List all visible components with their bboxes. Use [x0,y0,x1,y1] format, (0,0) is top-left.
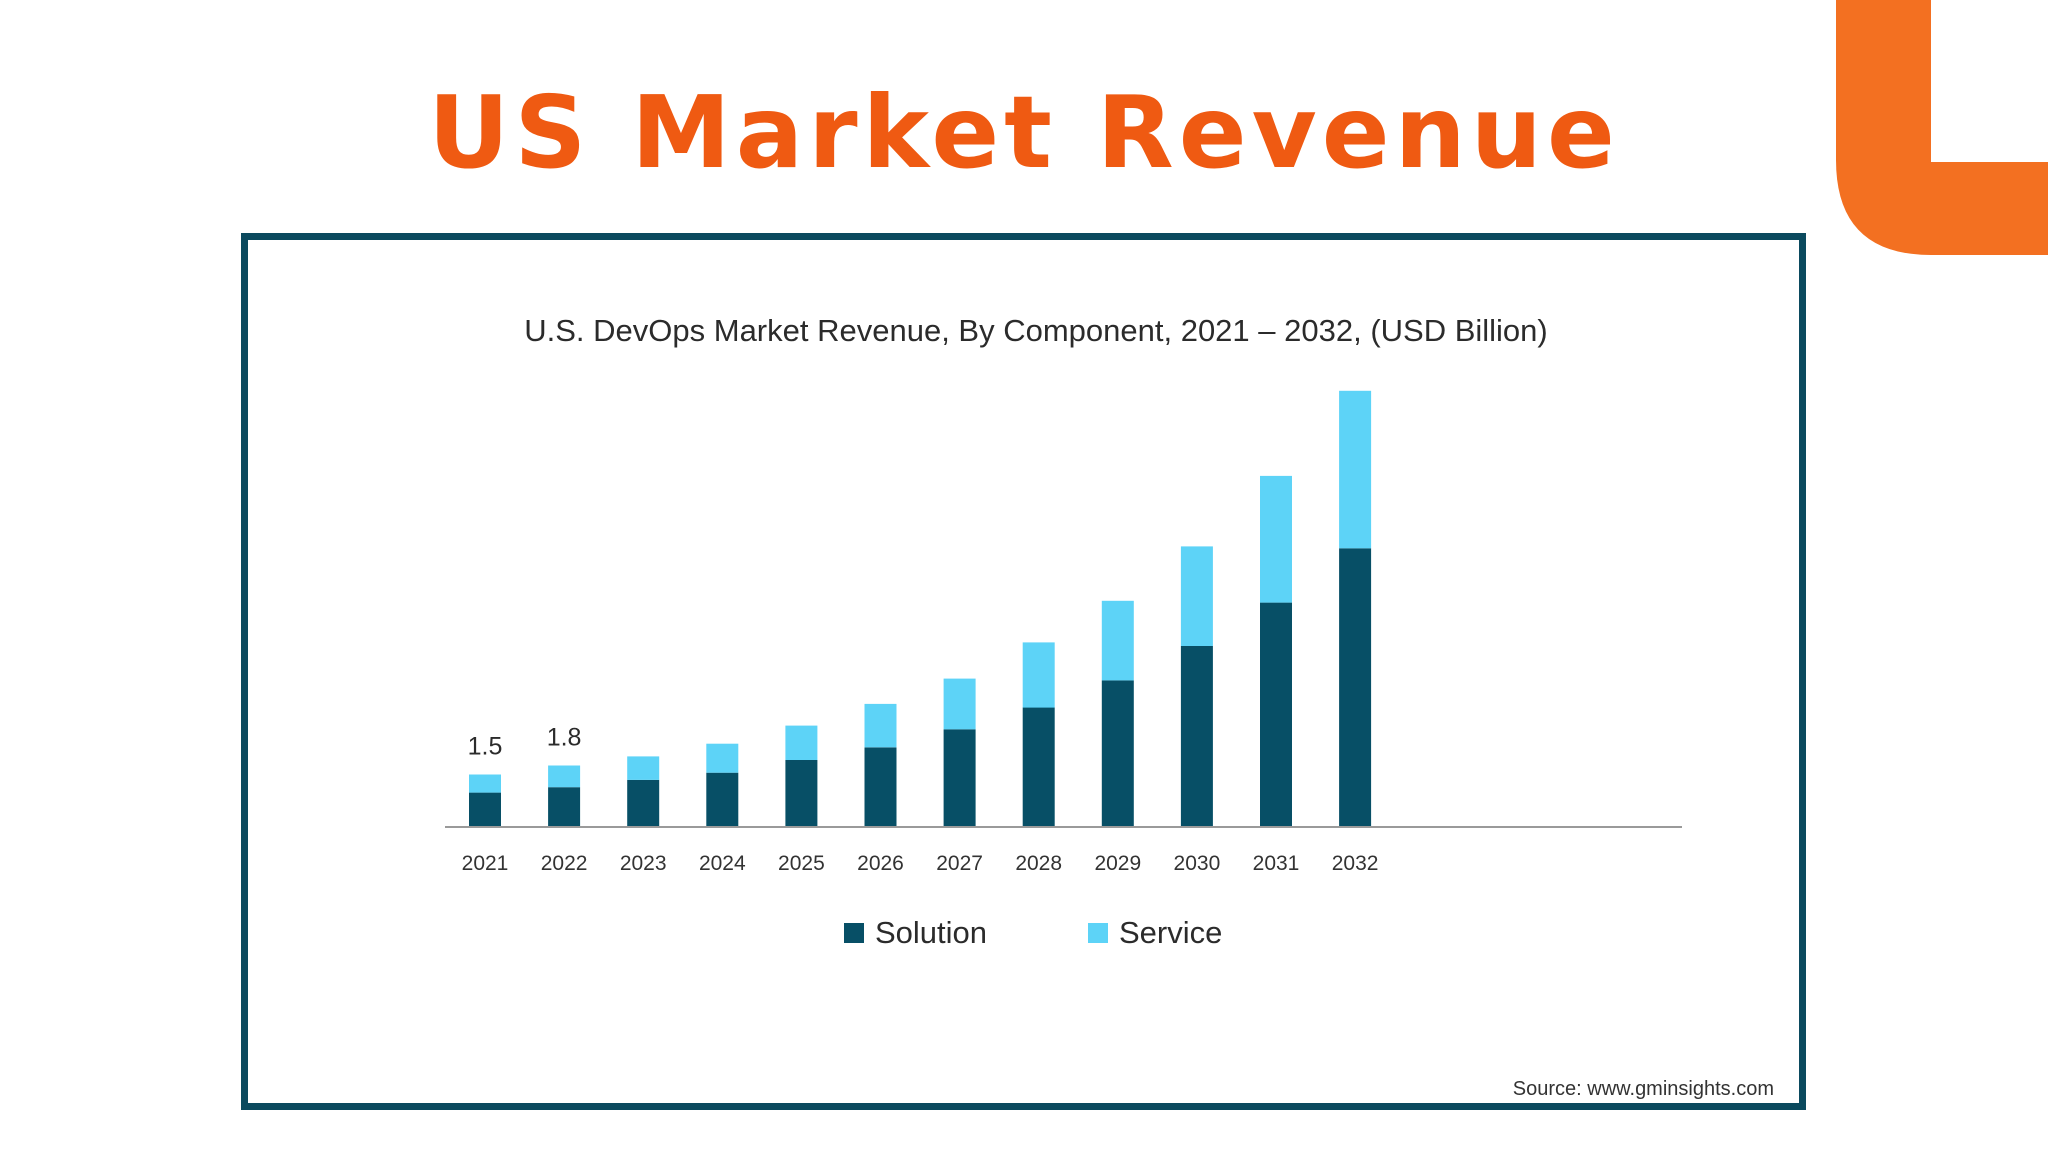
bar-service-2025 [785,725,818,760]
bar-solution-2028 [1022,707,1055,827]
x-tick-label-2022: 2022 [541,852,588,875]
bar-service-2021 [469,774,501,793]
x-tick-label-2026: 2026 [857,852,904,875]
bar-service-2031 [1260,475,1292,603]
bar-solution-2027 [943,729,976,827]
bar-solution-2023 [627,779,660,827]
bar-solution-2025 [785,760,818,827]
bar-solution-2021 [469,792,501,827]
bar-service-2032 [1339,390,1372,549]
x-tick-label-2031: 2031 [1253,852,1300,875]
bar-service-2023 [627,756,660,780]
bar-solution-2026 [864,747,897,827]
bar-solution-2024 [706,772,739,827]
legend-swatch-solution [844,923,864,943]
bar-solution-2031 [1260,602,1292,827]
x-tick-labels: 2021 2022 2023 2024 2025 2026 2027 2028 2029 2030… [462,852,1379,875]
x-tick-label-2023: 2023 [620,852,667,875]
chart-frame: U.S. DevOps Market Revenue, By Component… [241,233,1806,1110]
x-tick-label-2025: 2025 [778,852,825,875]
source-credit: Source: www.gminsights.com [1513,1078,1774,1100]
x-tick-label-2028: 2028 [1015,852,1062,875]
data-labels-group: 1.5 1.8 [468,724,582,761]
legend-swatch-service [1088,923,1108,943]
bar-service-2026 [864,703,897,748]
bar-service-2028 [1022,642,1055,708]
x-tick-label-2029: 2029 [1094,852,1141,875]
x-tick-label-2027: 2027 [936,852,983,875]
bar-service-2022 [548,765,581,788]
bar-service-2027 [943,678,976,730]
bar-solution-2022 [548,787,581,827]
bar-solution-2030 [1180,646,1213,827]
data-label-2021: 1.5 [468,733,503,761]
legend: Solution Service [844,915,1222,950]
data-label-2022: 1.8 [547,724,582,752]
x-tick-label-2021: 2021 [462,852,509,875]
slide-title: US Market Revenue [428,74,1620,191]
chart-title: U.S. DevOps Market Revenue, By Component… [524,313,1547,348]
bar-service-2030 [1180,546,1213,646]
legend-label-solution: Solution [875,915,987,950]
bar-chart: U.S. DevOps Market Revenue, By Component… [445,313,1774,1100]
x-tick-label-2030: 2030 [1174,852,1221,875]
bar-service-2029 [1101,600,1134,681]
bar-service-2024 [706,743,739,773]
bar-solution-2032 [1339,548,1372,827]
x-tick-label-2024: 2024 [699,852,746,875]
x-tick-label-2032: 2032 [1332,852,1379,875]
legend-label-service: Service [1119,915,1222,950]
bars-group [469,390,1372,827]
bar-solution-2029 [1101,680,1134,827]
